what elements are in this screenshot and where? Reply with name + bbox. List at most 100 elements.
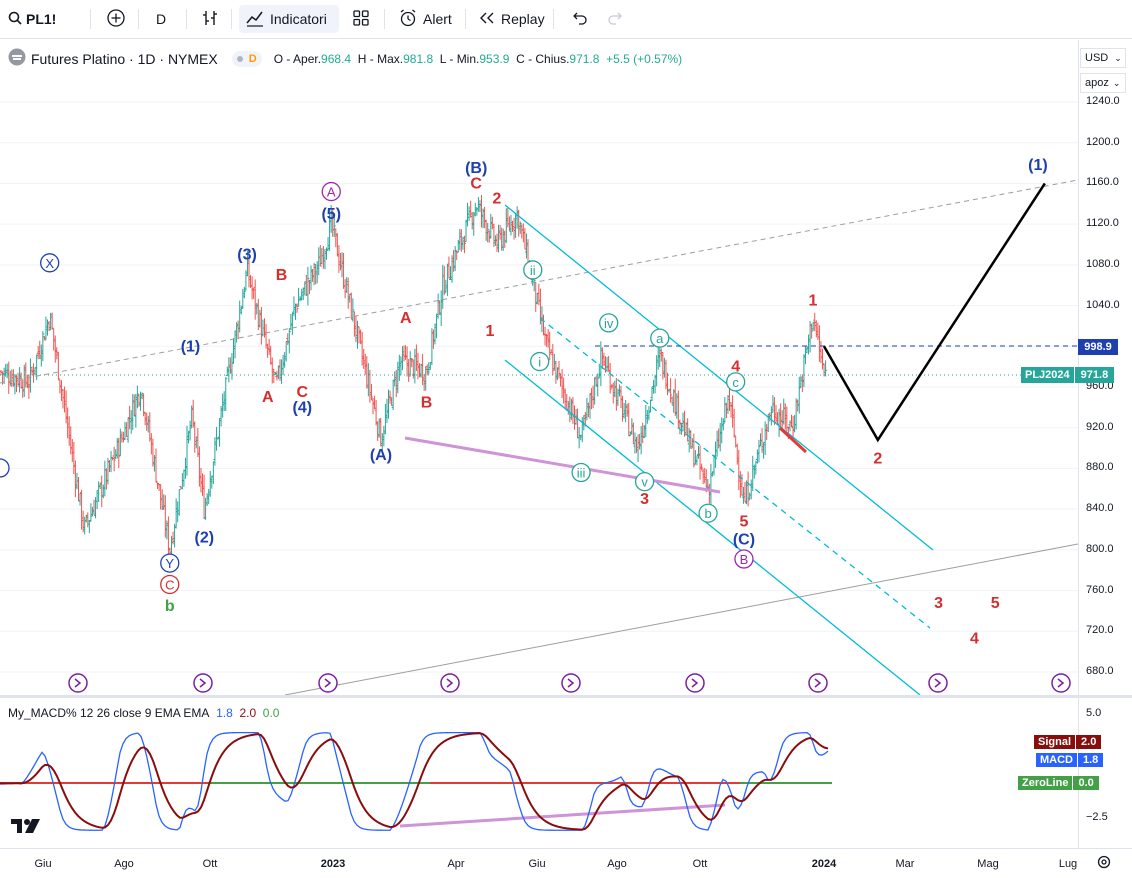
wave-label: c [732,375,739,390]
event-marker-arrow [199,678,207,688]
add-circle-icon [106,8,126,31]
zeroline-tag-label: ZeroLine [1018,776,1073,790]
redo-button[interactable] [601,5,631,33]
settings-gear-icon[interactable] [1097,855,1111,874]
redo-icon [607,11,625,28]
wave-label: (C) [733,532,755,549]
pane-divider[interactable] [0,695,1132,698]
macd-pane[interactable] [0,698,1078,848]
macd-axis[interactable] [1078,698,1132,848]
macd-line [0,731,829,831]
channel-line-lower [504,359,921,695]
chart-type-button[interactable] [195,5,225,33]
wave-label: C [296,384,308,401]
event-marker-icon[interactable] [318,673,338,693]
projection-path [822,182,1046,443]
time-tick-label: Giu [528,858,546,870]
wave-label: Y [165,556,174,571]
rewind-icon [478,11,496,28]
replay-button[interactable]: Replay [472,5,551,33]
offscreen-wave-circle [0,458,10,478]
wave-label-circle [571,462,591,483]
macd-tag-value: 1.8 [1078,753,1104,767]
chart-legend: Futures Platino · 1D · NYMEX D O - Aper.… [8,48,682,69]
time-tick-label: Mag [977,858,999,870]
event-marker-circle [440,673,460,693]
wave-label: (2) [194,530,214,547]
event-marker-icon[interactable] [685,673,705,693]
chart-title[interactable]: Futures Platino · 1D · NYMEX [31,50,218,67]
scale-mode-select[interactable]: apoz ⌄ [1080,73,1126,93]
symbol-label: PL1! [26,11,57,27]
price-tick-label: 920.0 [1086,420,1114,433]
tradingview-logo[interactable] [10,816,44,841]
wave-label-circle [530,351,550,372]
wave-label: 3 [934,595,943,612]
wave-label: (B) [465,160,487,177]
divider [186,9,187,29]
indicators-button[interactable]: Indicatori [239,5,339,33]
event-marker-icon[interactable] [1051,673,1071,693]
time-tick-label: Ago [607,858,627,870]
trendline-support [404,436,721,494]
wave-label-circle [599,313,619,333]
price-tick-label: 1240.0 [1086,95,1120,107]
wave-label: 1 [809,292,818,309]
wave-label: b [165,598,175,615]
price-tick-label: 1080.0 [1086,257,1120,270]
wave-label: v [641,475,648,490]
price-tick-label: 1200.0 [1086,135,1120,148]
market-status-badge: D [231,50,262,67]
wave-label: 2 [873,450,882,467]
compare-button[interactable] [100,5,132,33]
wave-label: a [656,331,664,346]
ohlc-values: O - Aper.968.4 H - Max.981.8 L - Min.953… [274,52,682,66]
divider [465,9,466,29]
currency-label: USD [1085,52,1109,64]
currency-select[interactable]: USD ⌄ [1080,48,1126,68]
grid-icon [352,9,370,30]
wave-label: B [740,552,749,567]
breakout-marker [778,426,808,454]
wave-label-circle [160,574,180,595]
alarm-clock-icon [398,8,418,31]
event-marker-icon[interactable] [440,673,460,693]
alert-button[interactable]: Alert [392,5,458,33]
wave-label: B [276,267,288,284]
undo-button[interactable] [564,5,594,33]
wave-label: (3) [237,247,257,264]
time-tick-label: 2024 [811,858,837,870]
wave-label-circle [726,372,746,392]
event-marker-icon[interactable] [68,673,88,693]
divider [90,9,91,29]
symbol-search-button[interactable]: PL1! [2,5,62,33]
macd-tick-label: −2.5 [1086,811,1108,823]
wave-label: (A) [370,447,392,464]
level-price-value: 998.9 [1084,341,1112,354]
interval-button[interactable]: D [150,5,172,33]
divider [231,9,232,29]
top-toolbar: PL1! D Indicatori Alert [0,0,1132,39]
event-marker-icon[interactable] [928,673,948,693]
wave-label: b [704,506,711,521]
wave-label: C [165,577,174,592]
time-tick-label: Ago [114,858,134,870]
wave-label: 5 [991,595,1000,612]
price-tick-label: 720.0 [1086,624,1114,637]
time-axis[interactable] [0,848,1132,878]
event-marker-arrow [814,678,822,688]
event-marker-circle [193,673,213,693]
wave-label-circle [523,260,543,280]
macd-tick-label: 5.0 [1086,707,1102,719]
wave-label: 3 [640,491,649,508]
layouts-button[interactable] [346,5,376,33]
event-marker-circle [68,673,88,693]
price-chart[interactable]: XYCb(1)(2)(3)ABC(4)(5)A(A)AB(B)C21iiiiii… [0,40,1078,695]
event-marker-icon[interactable] [561,673,581,693]
price-tick-label: 1040.0 [1086,298,1120,311]
wave-label: (5) [321,206,341,223]
event-marker-icon[interactable] [193,673,213,693]
price-tick-label: 680.0 [1086,665,1114,677]
event-marker-icon[interactable] [808,673,828,693]
wave-label-circle [321,181,341,202]
